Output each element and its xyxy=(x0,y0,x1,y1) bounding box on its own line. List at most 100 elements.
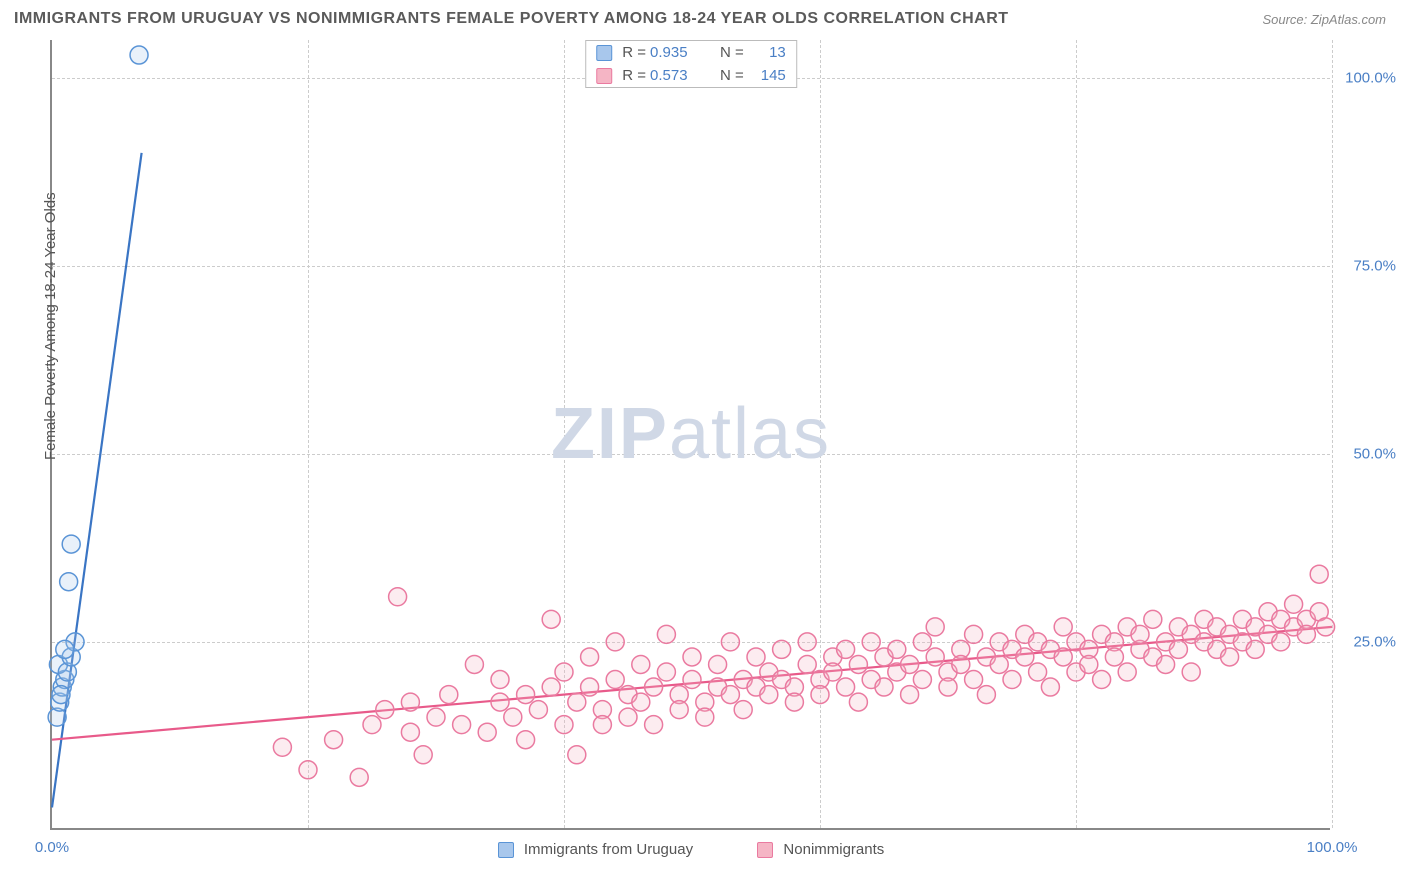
y-tick-label: 25.0% xyxy=(1353,633,1396,650)
legend-swatch-nonimmigrants xyxy=(757,842,773,858)
data-point-nonimmigrants xyxy=(1029,663,1047,681)
data-point-nonimmigrants xyxy=(990,655,1008,673)
data-point-nonimmigrants xyxy=(849,693,867,711)
data-point-nonimmigrants xyxy=(824,663,842,681)
data-point-nonimmigrants xyxy=(632,693,650,711)
data-point-nonimmigrants xyxy=(875,678,893,696)
stat-row-nonimmigrants: R = 0.573 N = 145 xyxy=(586,64,796,87)
data-point-nonimmigrants xyxy=(696,708,714,726)
data-point-nonimmigrants xyxy=(1118,663,1136,681)
data-point-nonimmigrants xyxy=(529,701,547,719)
y-tick-label: 100.0% xyxy=(1345,69,1396,86)
data-point-nonimmigrants xyxy=(325,731,343,749)
swatch-immigrants xyxy=(596,45,612,61)
data-point-nonimmigrants xyxy=(1054,648,1072,666)
data-point-nonimmigrants xyxy=(798,633,816,651)
data-point-nonimmigrants xyxy=(888,640,906,658)
data-point-nonimmigrants xyxy=(721,686,739,704)
data-point-nonimmigrants xyxy=(581,648,599,666)
n-value-immigrants: 13 xyxy=(748,44,786,61)
y-tick-label: 50.0% xyxy=(1353,445,1396,462)
data-point-nonimmigrants xyxy=(517,686,535,704)
r-value-immigrants: 0.935 xyxy=(650,44,700,61)
data-point-nonimmigrants xyxy=(401,723,419,741)
data-point-nonimmigrants xyxy=(977,686,995,704)
n-label: N = xyxy=(720,67,744,84)
x-tick-label: 0.0% xyxy=(35,839,69,856)
data-point-nonimmigrants xyxy=(1003,671,1021,689)
data-point-nonimmigrants xyxy=(747,648,765,666)
data-point-immigrants xyxy=(60,573,78,591)
legend-swatch-immigrants xyxy=(498,842,514,858)
data-point-nonimmigrants xyxy=(1093,671,1111,689)
data-point-nonimmigrants xyxy=(683,671,701,689)
data-point-nonimmigrants xyxy=(913,671,931,689)
data-point-nonimmigrants xyxy=(517,731,535,749)
plot-area: Female Poverty Among 18-24 Year Olds ZIP… xyxy=(50,40,1330,830)
data-point-nonimmigrants xyxy=(376,701,394,719)
r-value-nonimmigrants: 0.573 xyxy=(650,67,700,84)
data-point-nonimmigrants xyxy=(491,693,509,711)
data-point-nonimmigrants xyxy=(401,693,419,711)
data-point-nonimmigrants xyxy=(1169,640,1187,658)
data-point-nonimmigrants xyxy=(837,640,855,658)
data-point-nonimmigrants xyxy=(453,716,471,734)
data-point-nonimmigrants xyxy=(555,716,573,734)
data-point-immigrants xyxy=(130,46,148,64)
data-point-nonimmigrants xyxy=(504,708,522,726)
data-point-nonimmigrants xyxy=(273,738,291,756)
data-point-nonimmigrants xyxy=(606,671,624,689)
chart-title: IMMIGRANTS FROM URUGUAY VS NONIMMIGRANTS… xyxy=(14,10,1009,28)
data-point-nonimmigrants xyxy=(606,633,624,651)
y-tick-label: 75.0% xyxy=(1353,257,1396,274)
data-point-nonimmigrants xyxy=(760,686,778,704)
data-point-nonimmigrants xyxy=(939,678,957,696)
data-point-nonimmigrants xyxy=(901,655,919,673)
data-point-nonimmigrants xyxy=(1080,655,1098,673)
data-point-immigrants xyxy=(62,535,80,553)
data-point-nonimmigrants xyxy=(1221,648,1239,666)
source-label: Source: ZipAtlas.com xyxy=(1262,12,1386,27)
data-point-nonimmigrants xyxy=(414,746,432,764)
data-point-nonimmigrants xyxy=(581,678,599,696)
data-point-nonimmigrants xyxy=(299,761,317,779)
data-point-nonimmigrants xyxy=(965,625,983,643)
n-label: N = xyxy=(720,44,744,61)
data-point-nonimmigrants xyxy=(1016,648,1034,666)
data-point-nonimmigrants xyxy=(632,655,650,673)
data-point-nonimmigrants xyxy=(478,723,496,741)
data-point-nonimmigrants xyxy=(683,648,701,666)
x-axis-legend: Immigrants from Uruguay Nonimmigrants xyxy=(52,841,1330,858)
data-point-nonimmigrants xyxy=(427,708,445,726)
legend-item-immigrants: Immigrants from Uruguay xyxy=(498,841,693,858)
data-point-nonimmigrants xyxy=(785,693,803,711)
data-point-immigrants xyxy=(52,686,70,704)
data-point-nonimmigrants xyxy=(965,671,983,689)
data-point-nonimmigrants xyxy=(1105,648,1123,666)
data-point-nonimmigrants xyxy=(657,663,675,681)
data-point-immigrants xyxy=(56,640,74,658)
data-point-nonimmigrants xyxy=(901,686,919,704)
legend-label-immigrants: Immigrants from Uruguay xyxy=(524,841,693,858)
data-point-nonimmigrants xyxy=(593,716,611,734)
data-point-nonimmigrants xyxy=(913,633,931,651)
data-point-nonimmigrants xyxy=(1157,655,1175,673)
correlation-legend: R = 0.935 N = 13 R = 0.573 N = 145 xyxy=(585,40,797,88)
data-point-nonimmigrants xyxy=(542,678,560,696)
data-point-nonimmigrants xyxy=(645,716,663,734)
data-point-nonimmigrants xyxy=(619,708,637,726)
stat-row-immigrants: R = 0.935 N = 13 xyxy=(586,41,796,64)
data-point-nonimmigrants xyxy=(1182,663,1200,681)
data-point-nonimmigrants xyxy=(555,663,573,681)
data-point-nonimmigrants xyxy=(1246,640,1264,658)
data-point-nonimmigrants xyxy=(1317,618,1335,636)
data-point-nonimmigrants xyxy=(811,686,829,704)
data-point-nonimmigrants xyxy=(440,686,458,704)
data-point-nonimmigrants xyxy=(670,701,688,719)
legend-item-nonimmigrants: Nonimmigrants xyxy=(757,841,884,858)
data-point-nonimmigrants xyxy=(363,716,381,734)
data-point-nonimmigrants xyxy=(1310,565,1328,583)
data-point-nonimmigrants xyxy=(1297,625,1315,643)
r-label: R = xyxy=(622,67,646,84)
data-point-nonimmigrants xyxy=(465,655,483,673)
